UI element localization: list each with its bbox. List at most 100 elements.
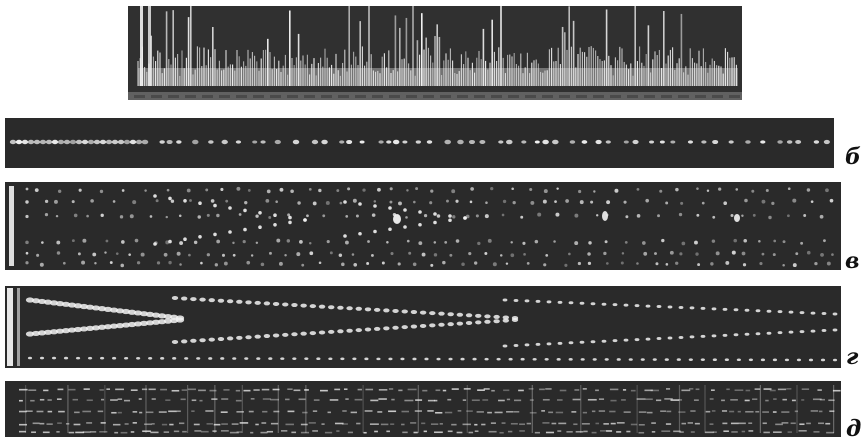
dash [334, 388, 341, 391]
dash [342, 410, 347, 412]
dot [39, 262, 44, 267]
streak [833, 385, 835, 433]
dash [709, 423, 714, 425]
dash [250, 431, 254, 434]
dot [696, 187, 699, 190]
dot [255, 214, 259, 218]
trace-dot [447, 312, 454, 317]
dash [130, 431, 135, 433]
dot [761, 252, 765, 256]
dot [192, 139, 199, 145]
chevron-dot [258, 211, 262, 215]
dash-marker [338, 95, 349, 98]
trace-dot [304, 357, 309, 360]
dot [275, 200, 278, 203]
dash [722, 422, 728, 425]
dash [506, 398, 511, 401]
dash [644, 389, 653, 392]
trace-dot [556, 358, 561, 361]
dot [814, 261, 818, 266]
bright-dot [734, 214, 740, 222]
dash [300, 431, 310, 434]
dot [367, 240, 370, 243]
dot [553, 240, 556, 243]
dash [198, 389, 206, 392]
trace-dot [744, 308, 750, 312]
dash-marker [236, 95, 247, 98]
dot [200, 261, 203, 265]
dot [470, 187, 474, 191]
streak [531, 385, 533, 433]
dash [285, 398, 290, 401]
dot [823, 139, 830, 145]
dot [806, 250, 811, 255]
trace-dot [645, 304, 651, 308]
dot [242, 240, 246, 244]
dash [451, 423, 457, 426]
trace-dot [689, 335, 695, 339]
chevron-dot [153, 242, 157, 246]
trace-dot [436, 357, 441, 361]
dot [214, 263, 218, 267]
dash [498, 399, 505, 402]
dash [374, 430, 378, 433]
dash [606, 430, 613, 432]
dash [171, 389, 180, 392]
trace-dot [199, 338, 206, 343]
dash-marker [610, 95, 621, 98]
trace-dot [755, 332, 761, 336]
dash [638, 423, 645, 426]
trace-dot [496, 357, 501, 361]
trace-dot [148, 356, 153, 360]
dash [559, 389, 567, 392]
dash [273, 410, 280, 413]
dash [548, 411, 554, 414]
trace-dot [392, 308, 399, 313]
dot [433, 241, 437, 244]
dot [825, 188, 829, 193]
trace-dot [744, 332, 750, 336]
dash [529, 411, 537, 414]
dash [176, 410, 181, 413]
dot [144, 189, 147, 192]
dash [99, 389, 104, 391]
dash [755, 410, 760, 413]
dot [362, 188, 366, 192]
dash [434, 431, 443, 434]
dot [9, 139, 17, 145]
dot [669, 250, 674, 255]
dash [223, 389, 230, 391]
panel-g-converging-traces [5, 286, 841, 368]
dash [73, 423, 81, 426]
dash [239, 422, 249, 424]
dot [728, 140, 734, 144]
dot [57, 139, 65, 145]
dot [621, 252, 625, 255]
dash [47, 399, 52, 401]
dot [312, 201, 317, 206]
dot [341, 262, 345, 267]
trace-dot [799, 330, 805, 334]
trace-dot [766, 309, 772, 313]
dash [826, 431, 834, 434]
dot [44, 213, 49, 217]
trace-dot [689, 306, 695, 310]
trace-dot [292, 357, 297, 360]
streak [362, 385, 364, 433]
trace-dot [340, 357, 345, 361]
dash [298, 398, 306, 401]
dot [468, 252, 472, 256]
dash [626, 430, 631, 433]
dash [730, 422, 739, 425]
trace-dot [493, 314, 500, 319]
trace-dot [318, 330, 326, 335]
dot [751, 189, 755, 193]
dot [412, 262, 417, 267]
trace-dot [272, 301, 280, 306]
dot [225, 199, 229, 203]
trace-dot [513, 298, 519, 302]
dash [68, 388, 76, 391]
dash [363, 431, 367, 434]
dash [556, 399, 563, 401]
trace-dot [524, 343, 530, 347]
